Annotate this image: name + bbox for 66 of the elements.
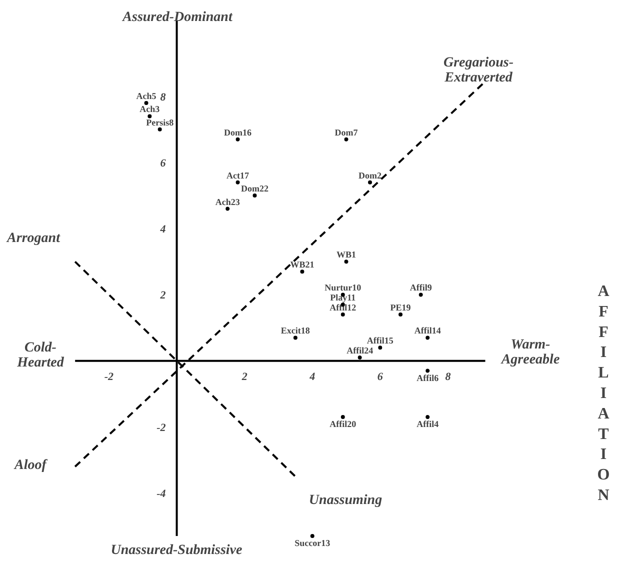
text: Unassured-Submissive (110, 543, 242, 558)
annotation: Affil9 (410, 282, 432, 293)
point (236, 180, 240, 184)
annotation: Excit18 (280, 326, 310, 336)
annotation: Succor13 (294, 538, 331, 548)
y-tick-label: 4 (159, 224, 166, 236)
point (358, 356, 362, 360)
point (158, 127, 162, 132)
annotation: Play11 (330, 292, 356, 303)
text: Arrogant (6, 231, 62, 246)
text: AFFILIATION (597, 283, 610, 504)
x-tick-label: 8 (445, 370, 452, 383)
point (398, 312, 403, 317)
x-tick-label: 4 (308, 370, 316, 383)
x-tick-label: 6 (377, 370, 384, 383)
annotation: Affil4 (416, 419, 440, 430)
annotation: WB21 (290, 260, 315, 270)
annotation: Dom2 (358, 170, 382, 180)
annotation: Assured-Dominant (122, 10, 234, 25)
annotation: Affil20 (330, 419, 357, 430)
y-tick-label: 6 (160, 157, 166, 170)
annotation: Ach5 (136, 90, 157, 101)
annotation: Dom16 (224, 127, 252, 138)
point (344, 260, 348, 264)
annotation: Nurtur10 (324, 282, 362, 293)
annotation: Persis8 (146, 117, 174, 128)
annotation: Affil15 (366, 336, 394, 346)
x-tick-label: -2 (104, 370, 114, 383)
point (252, 194, 257, 198)
annotation: Affil24 (346, 346, 374, 356)
annotation: Act17 (226, 170, 250, 180)
annotation: Dom7 (334, 127, 358, 138)
y-tick-label: -2 (156, 422, 166, 434)
y-tick-label: -4 (156, 488, 166, 500)
point (378, 346, 382, 350)
text: Cold- Hearted (16, 340, 65, 370)
annotation: Affil14 (414, 326, 442, 336)
point (340, 415, 345, 420)
point (310, 534, 314, 538)
annotation: Affil12 (330, 302, 357, 313)
annotation: PE19 (390, 302, 412, 313)
annotation: Unassuming (308, 493, 382, 508)
point (148, 114, 152, 118)
point (368, 180, 372, 184)
point (418, 292, 423, 297)
point (426, 415, 430, 420)
annotation: WB1 (336, 250, 357, 260)
point (300, 270, 304, 274)
text: Aloof (14, 458, 48, 473)
point (426, 336, 430, 340)
point (293, 336, 298, 340)
point (144, 100, 148, 105)
annotation: Ach23 (215, 196, 240, 207)
text: Warm- Agreeable (500, 338, 560, 368)
y-tick-label: 8 (160, 91, 166, 104)
point (340, 312, 345, 317)
annotation: Ach3 (140, 104, 160, 114)
annotation: Dom22 (240, 184, 269, 194)
point (236, 137, 240, 142)
annotation: Gregarious- Extraverted (443, 56, 514, 86)
x-tick-label: 2 (240, 370, 248, 383)
point (344, 137, 348, 142)
y-tick-label: 2 (159, 290, 166, 302)
point (226, 206, 230, 211)
annotation: Affil6 (416, 372, 440, 383)
point (426, 368, 430, 373)
